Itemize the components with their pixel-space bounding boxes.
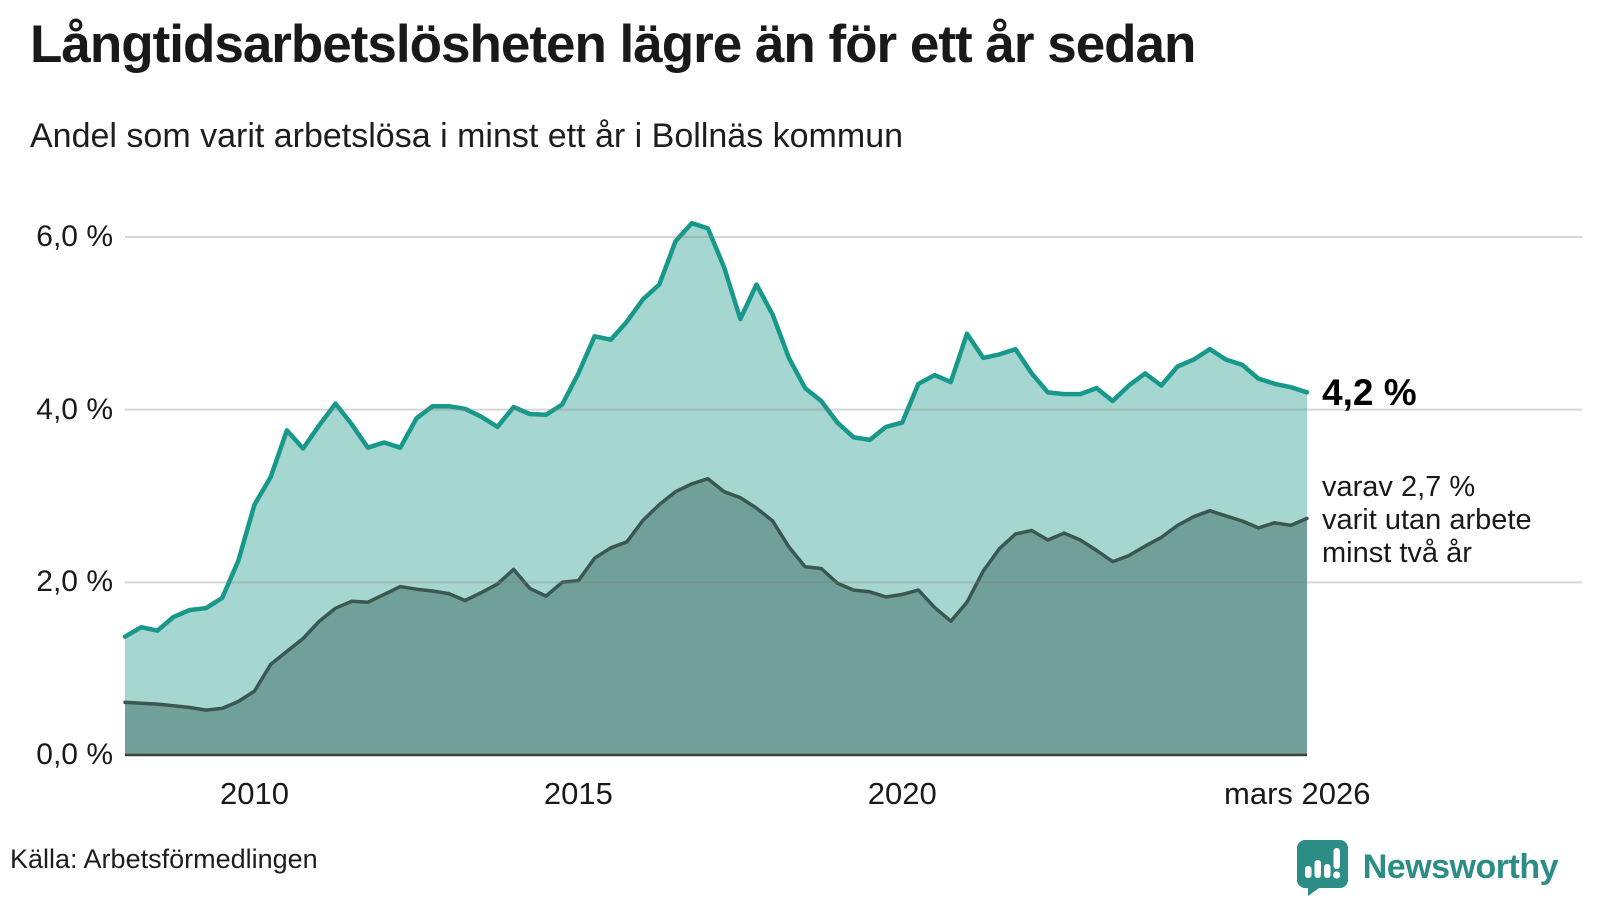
- series-line-minst-tva-ar: [123, 476, 1309, 712]
- page-title: Långtidsarbetslösheten lägre än för ett …: [30, 15, 1196, 74]
- note-line: varit utan arbete: [1322, 504, 1532, 536]
- x-tick-label-2010: 2010: [220, 776, 290, 811]
- note-line: varav 2,7 %: [1322, 471, 1476, 503]
- note-line: minst två år: [1322, 537, 1472, 569]
- newsworthy-logo-icon: [1296, 840, 1348, 896]
- newsworthy-wordmark: Newsworthy: [1362, 847, 1559, 886]
- x-tick-label-mars-2026: mars 2026: [1224, 776, 1371, 811]
- y-tick-label-4: 4,0 %: [36, 392, 113, 426]
- latest-value-annotation: 4,2 %: [1322, 372, 1417, 413]
- series-area-minst-tva-ar: [125, 478, 1307, 755]
- x-tick-label-2015: 2015: [543, 776, 613, 811]
- source-credit: Källa: Arbetsförmedlingen: [10, 844, 318, 874]
- y-tick-label-6: 6,0 %: [36, 220, 113, 253]
- unemployment-area-chart: [122, 220, 1582, 757]
- x-tick-label-2020: 2020: [867, 776, 937, 811]
- y-tick-label-2: 2,0 %: [36, 565, 113, 599]
- y-tick-label-0: 0,0 %: [36, 738, 113, 771]
- two-year-note-annotation: varav 2,7 % varit utan arbete minst två år: [1322, 471, 1532, 570]
- page-subtitle: Andel som varit arbetslösa i minst ett å…: [30, 117, 904, 155]
- series-line-minst-ett-ar: [122, 220, 1310, 639]
- newsworthy-brand: Newsworthy: [1295, 838, 1559, 896]
